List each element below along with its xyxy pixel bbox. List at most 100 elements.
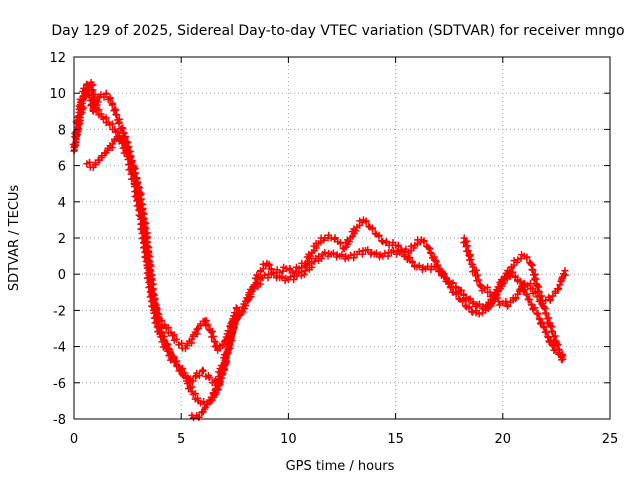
data-point (208, 327, 216, 335)
data-point (163, 340, 171, 348)
data-point (432, 257, 440, 265)
data-point (173, 362, 181, 370)
data-point (209, 332, 217, 340)
data-point (547, 336, 555, 344)
data-point (558, 274, 566, 282)
data-point (189, 333, 197, 341)
data-point (408, 258, 416, 266)
y-tick-label: 0 (58, 268, 66, 283)
data-point (527, 300, 535, 308)
data-point (362, 217, 370, 225)
data-point (371, 229, 379, 237)
data-point (152, 306, 160, 314)
data-point (121, 138, 129, 146)
y-tick-label: -4 (53, 341, 66, 356)
x-tick-label: 15 (387, 432, 404, 447)
data-point (346, 238, 354, 246)
data-point (465, 256, 473, 264)
data-point (531, 274, 539, 282)
data-point (551, 332, 559, 340)
data-point (115, 119, 123, 127)
data-point (170, 353, 178, 361)
data-point (495, 297, 503, 305)
data-point (535, 315, 543, 323)
data-point (223, 350, 231, 358)
data-point (166, 349, 174, 357)
data-point (494, 294, 502, 302)
data-point (210, 389, 218, 397)
data-point (317, 254, 325, 262)
data-point (85, 91, 93, 99)
data-point (352, 227, 360, 235)
data-point (189, 377, 197, 385)
data-point (517, 285, 525, 293)
data-points (69, 78, 569, 422)
data-point (201, 317, 209, 325)
data-point (228, 337, 236, 345)
data-point (307, 252, 315, 260)
data-point (78, 97, 86, 105)
data-point (130, 170, 138, 178)
data-point (514, 256, 522, 264)
data-point (321, 248, 329, 256)
data-point (561, 267, 569, 275)
x-tick-label: 20 (495, 432, 512, 447)
data-point (157, 328, 165, 336)
data-point (227, 332, 235, 340)
x-axis-label: GPS time / hours (286, 459, 395, 474)
data-point (180, 372, 188, 380)
y-axis-label: SDTVAR / TECUs (7, 185, 22, 292)
data-point (329, 249, 337, 257)
data-point (145, 257, 153, 265)
data-point (302, 267, 310, 275)
data-point (460, 239, 468, 247)
data-point (557, 278, 565, 286)
data-point (452, 283, 460, 291)
data-point (511, 272, 519, 280)
data-point (539, 300, 547, 308)
data-point (108, 101, 116, 109)
data-point (206, 374, 214, 382)
data-point (509, 268, 517, 276)
data-point (372, 249, 380, 257)
data-point (213, 381, 221, 389)
data-point (523, 253, 531, 261)
data-point (415, 262, 423, 270)
data-point (195, 413, 203, 421)
series-track-3 (83, 132, 241, 354)
data-point (147, 275, 155, 283)
series-track-4 (188, 306, 244, 422)
data-point (369, 224, 377, 232)
data-point (469, 298, 477, 306)
data-point (207, 393, 215, 401)
x-tick-label: 0 (70, 432, 78, 447)
y-tick-label: 2 (58, 232, 66, 247)
data-point (255, 273, 263, 281)
series-track-7 (460, 234, 569, 310)
data-point (432, 263, 440, 271)
data-point (235, 306, 243, 314)
data-point (139, 214, 147, 222)
x-tick-label: 25 (602, 432, 619, 447)
y-tick-label: 12 (49, 51, 66, 66)
data-point (211, 386, 219, 394)
data-point (196, 399, 204, 407)
data-point (475, 300, 483, 308)
data-point (104, 146, 112, 154)
data-point (132, 179, 140, 187)
data-point (172, 335, 180, 343)
data-point (522, 290, 530, 298)
data-point (426, 248, 434, 256)
data-point (199, 367, 207, 375)
data-point (146, 266, 154, 274)
axis-ticks: -8 -6 -4 -2 0 2 4 6 8 10 12 0 5 10 15 20 25 (49, 51, 618, 447)
data-point (406, 254, 414, 262)
data-point (538, 318, 546, 326)
data-point (195, 372, 203, 380)
data-point (193, 325, 201, 333)
data-point (554, 285, 562, 293)
data-point (543, 328, 551, 336)
data-point (394, 241, 402, 249)
data-point (435, 266, 443, 274)
data-point (460, 290, 468, 298)
